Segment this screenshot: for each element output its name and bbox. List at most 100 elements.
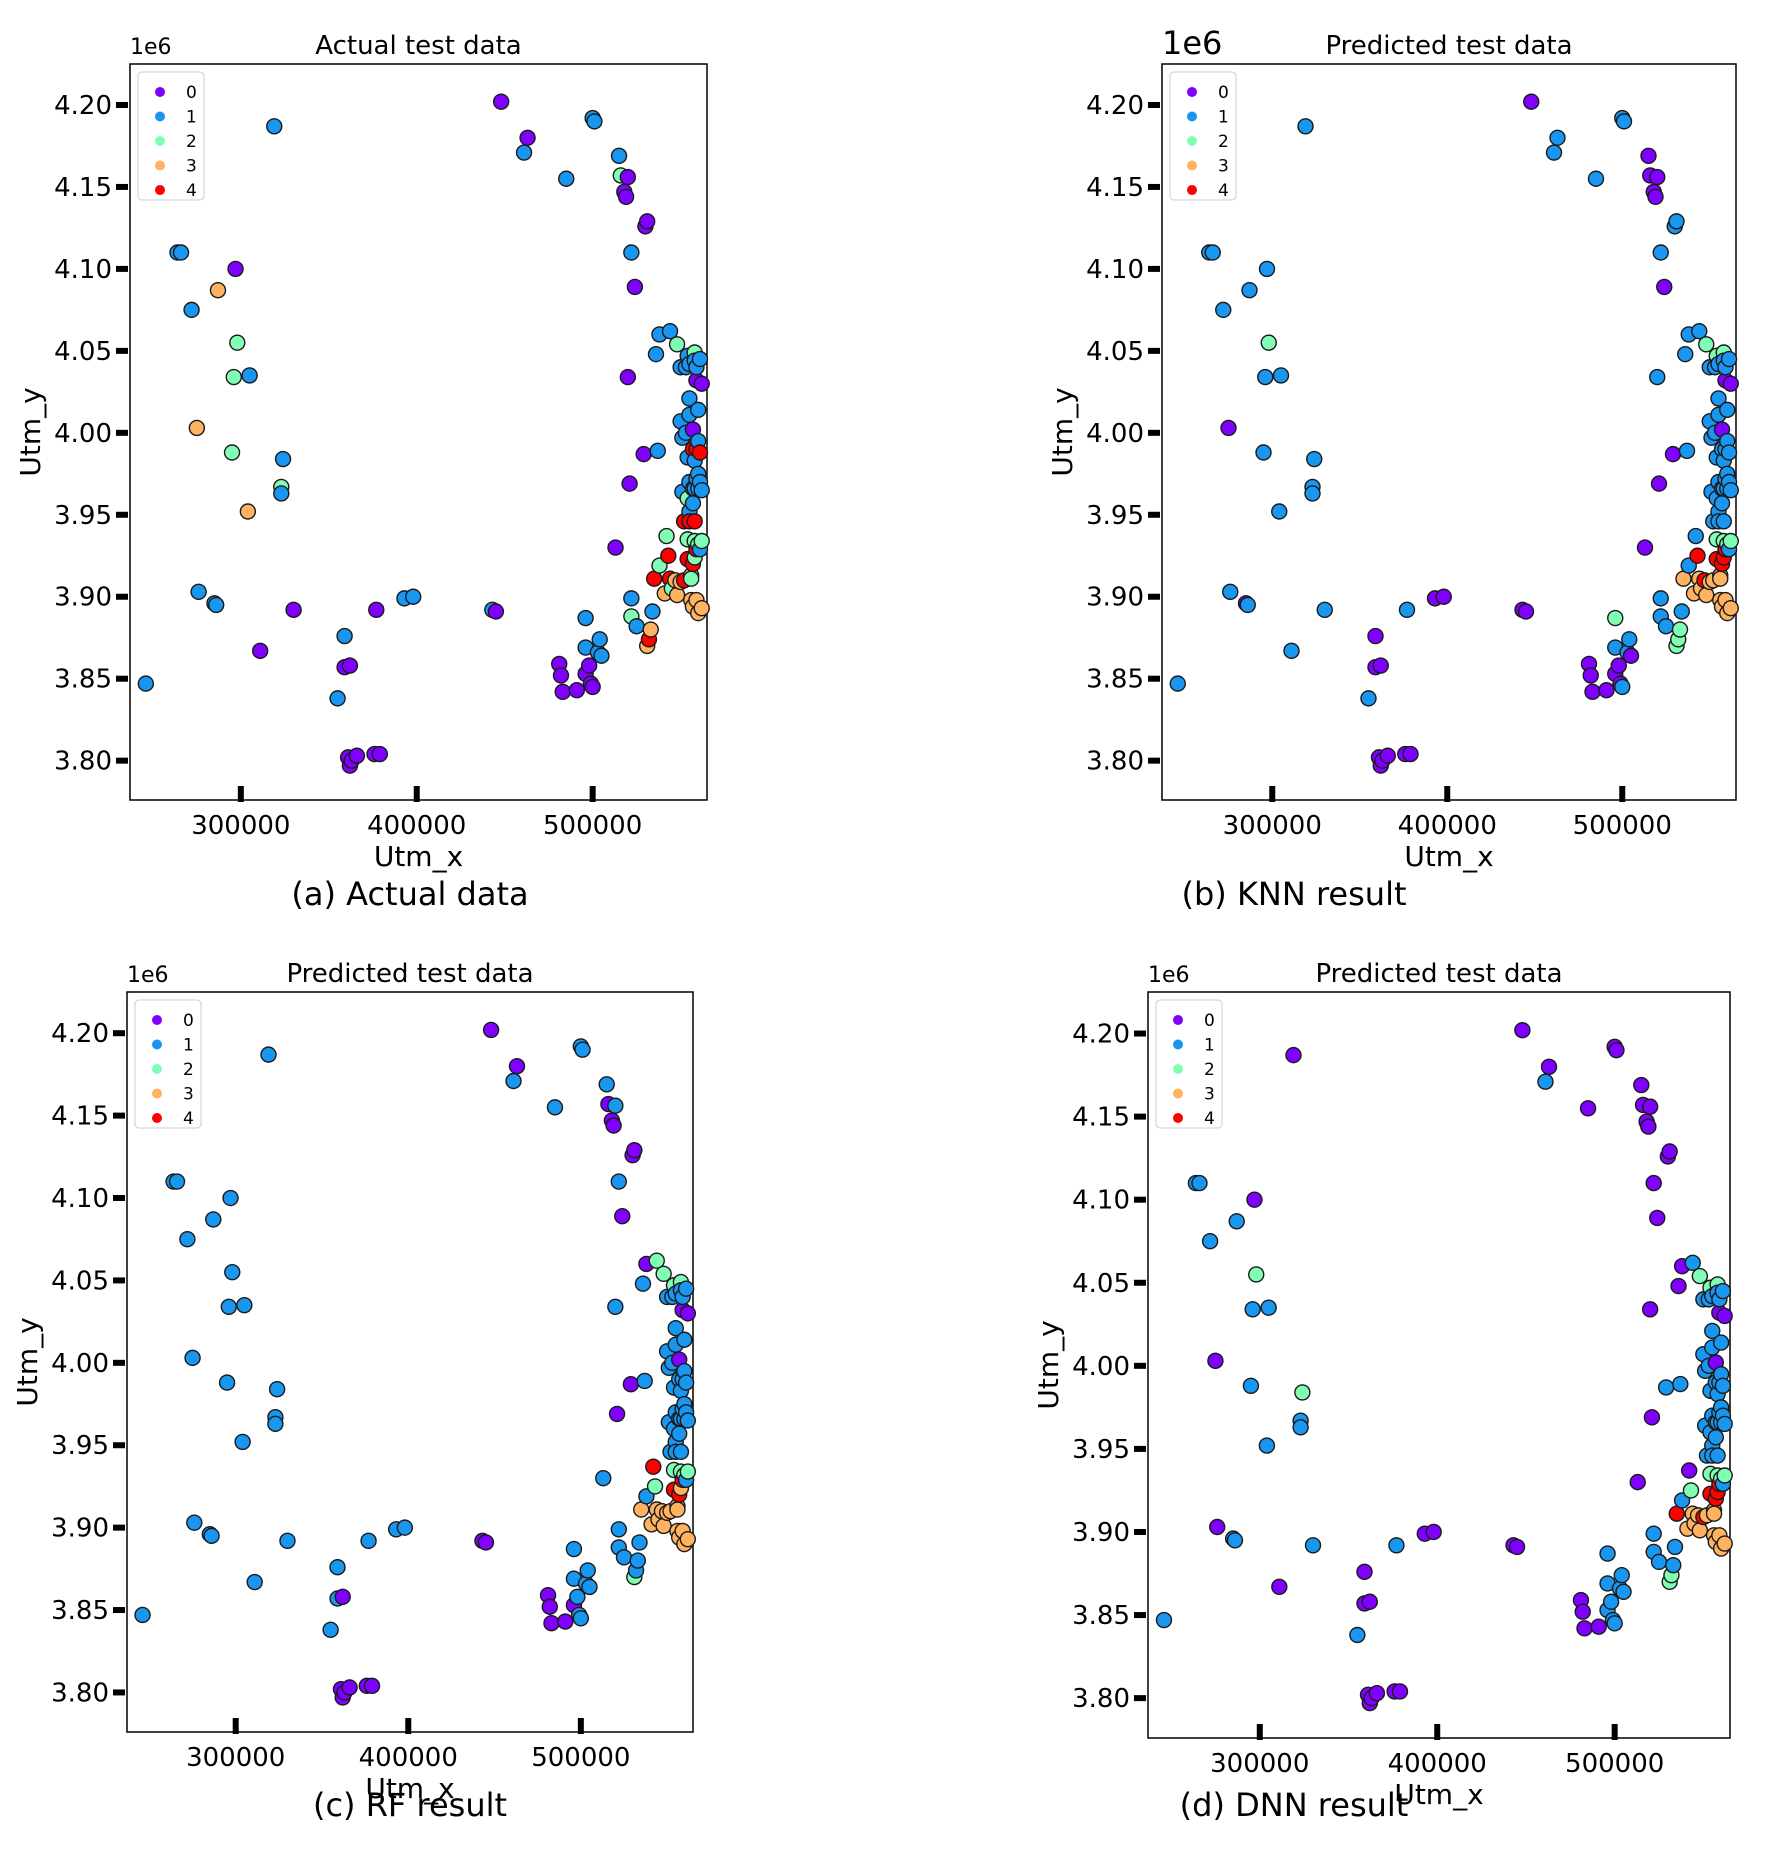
- scatter-point-class-1: [1222, 583, 1239, 601]
- scatter-point-class-1: [558, 170, 575, 187]
- scatter-point-class-1: [681, 390, 698, 407]
- scatter-point-class-1: [1201, 1233, 1219, 1250]
- scatter-point-class-1: [679, 1412, 697, 1429]
- scatter-point-class-1: [1678, 442, 1696, 460]
- y-axis-label: Utm_y: [1046, 387, 1079, 476]
- legend-label-0: 0: [1204, 1011, 1215, 1031]
- scatter-point-class-0: [1649, 168, 1666, 186]
- y-tick-label: 3.80: [51, 1678, 109, 1708]
- scatter-point-class-1: [1599, 1545, 1616, 1562]
- scatter-point-class-1: [1652, 244, 1669, 261]
- scatter-point-class-1: [260, 1046, 277, 1063]
- scatter-point-class-1: [610, 147, 628, 164]
- scatter-point-class-1: [336, 627, 353, 645]
- legend-box: [1155, 999, 1223, 1129]
- scatter-point-class-1: [623, 590, 640, 607]
- scatter-point-class-1: [586, 113, 603, 130]
- x-axis-label: Utm_x: [1404, 840, 1493, 873]
- scatter-point-class-1: [1283, 642, 1300, 660]
- y-tick-label: 3.85: [1072, 1601, 1130, 1631]
- scatter-point-class-1: [1191, 1174, 1208, 1192]
- scatter-point-class-1: [1649, 368, 1666, 386]
- scatter-point-class-0: [605, 1117, 622, 1134]
- scatter-points: [1155, 1022, 1733, 1712]
- scatter-point-class-0: [1425, 1523, 1442, 1541]
- scatter-point-class-1: [179, 1231, 196, 1248]
- scatter-point-class-1: [203, 1527, 220, 1545]
- scatter-point-class-0: [1716, 1307, 1733, 1325]
- scatter-point-class-0: [1650, 475, 1668, 492]
- scatter-point-class-1: [610, 1173, 627, 1190]
- plot-frame: [1147, 991, 1731, 1739]
- y-tick-label: 4.05: [1072, 1269, 1130, 1299]
- scatter-point-class-3: [669, 1501, 686, 1518]
- scatter-point-class-0: [1508, 1538, 1526, 1556]
- scatter-point-class-1: [1244, 1301, 1261, 1318]
- x-tick-label: 500000: [543, 811, 642, 841]
- scatter-point-class-1: [634, 1275, 652, 1292]
- legend-label-1: 1: [186, 108, 197, 128]
- scatter-point-class-0: [554, 683, 571, 701]
- scatter-point-class-0: [622, 1376, 640, 1393]
- scatter-point-class-0: [608, 1405, 626, 1423]
- scatter-point-class-0: [1207, 1352, 1224, 1370]
- scatter-point-class-3: [1705, 1505, 1723, 1522]
- scatter-point-class-1: [1668, 213, 1685, 230]
- x-tick-label: 300000: [1223, 811, 1322, 841]
- legend-label-2: 2: [1218, 132, 1229, 152]
- scatter-point-class-0: [1610, 657, 1627, 674]
- legend-marker-4: [152, 1113, 162, 1123]
- scatter-point-class-1: [1645, 1525, 1662, 1542]
- caption-dnn: (d) DNN result: [1179, 1786, 1409, 1824]
- legend-label-2: 2: [1204, 1060, 1215, 1080]
- scatter-point-class-1: [574, 1041, 591, 1058]
- scatter-point-class-0: [1517, 603, 1535, 620]
- chart-panel-rf: Predicted test data 1e6 3.80 3.85 3.90 3.95 4.…: [0, 928, 884, 1856]
- scatter-point-class-1: [1316, 601, 1333, 619]
- legend-marker-3: [1187, 160, 1197, 171]
- scatter-point-class-1: [591, 631, 608, 648]
- legend-marker-3: [152, 1088, 162, 1099]
- scatter-point-class-0: [607, 539, 624, 556]
- scatter-point-class-0: [508, 1057, 526, 1075]
- scatter-point-class-1: [1719, 401, 1736, 419]
- scatter-point-class-1: [137, 675, 155, 692]
- scatter-point-class-1: [190, 583, 207, 601]
- scatter-point-class-1: [184, 1349, 201, 1367]
- legend-marker-0: [155, 87, 165, 97]
- scatter-point-class-1: [607, 1298, 624, 1315]
- y-tick-label: 3.95: [1072, 1435, 1130, 1465]
- legend-marker-0: [1173, 1015, 1183, 1025]
- scatter-point-class-1: [505, 1072, 522, 1090]
- legend-marker-0: [152, 1015, 162, 1025]
- scatter-point-class-0: [1368, 1684, 1386, 1702]
- scatter-point-class-0: [1670, 1277, 1687, 1295]
- scatter-point-class-3: [1722, 600, 1739, 617]
- legend-label-4: 4: [1218, 181, 1229, 201]
- scatter-point-class-0: [541, 1598, 558, 1615]
- scatter-point-class-1: [1684, 1254, 1701, 1272]
- scatter-point-class-0: [1367, 627, 1384, 645]
- scatter-point-class-0: [285, 601, 302, 619]
- scatter-point-class-1: [615, 1549, 633, 1566]
- scatter-point-class-1: [205, 1211, 222, 1228]
- scatter-point-class-1: [677, 1374, 695, 1391]
- scatter-point-class-1: [246, 1573, 263, 1591]
- legend-label-3: 3: [1218, 157, 1229, 177]
- scatter-point-class-1: [598, 1076, 615, 1093]
- legend-label-1: 1: [183, 1036, 194, 1056]
- legend-marker-3: [155, 160, 165, 171]
- scatter-point-class-1: [1169, 675, 1186, 692]
- scatter-point-class-0: [584, 678, 601, 696]
- y-tick-label: 4.15: [1086, 173, 1144, 203]
- scatter-point-class-1: [1258, 1437, 1276, 1454]
- scatter-point-class-1: [1650, 1553, 1668, 1571]
- y-tick-label: 4.15: [1072, 1103, 1130, 1133]
- scatter-point-class-1: [579, 1562, 596, 1579]
- scatter-point-class-0: [348, 747, 366, 764]
- scatter-point-class-1: [631, 1534, 648, 1551]
- scatter-point-class-2: [1698, 336, 1715, 353]
- scatter-point-class-0: [626, 278, 644, 296]
- scatter-point-class-1: [1226, 1532, 1244, 1549]
- legend-marker-1: [1187, 111, 1197, 122]
